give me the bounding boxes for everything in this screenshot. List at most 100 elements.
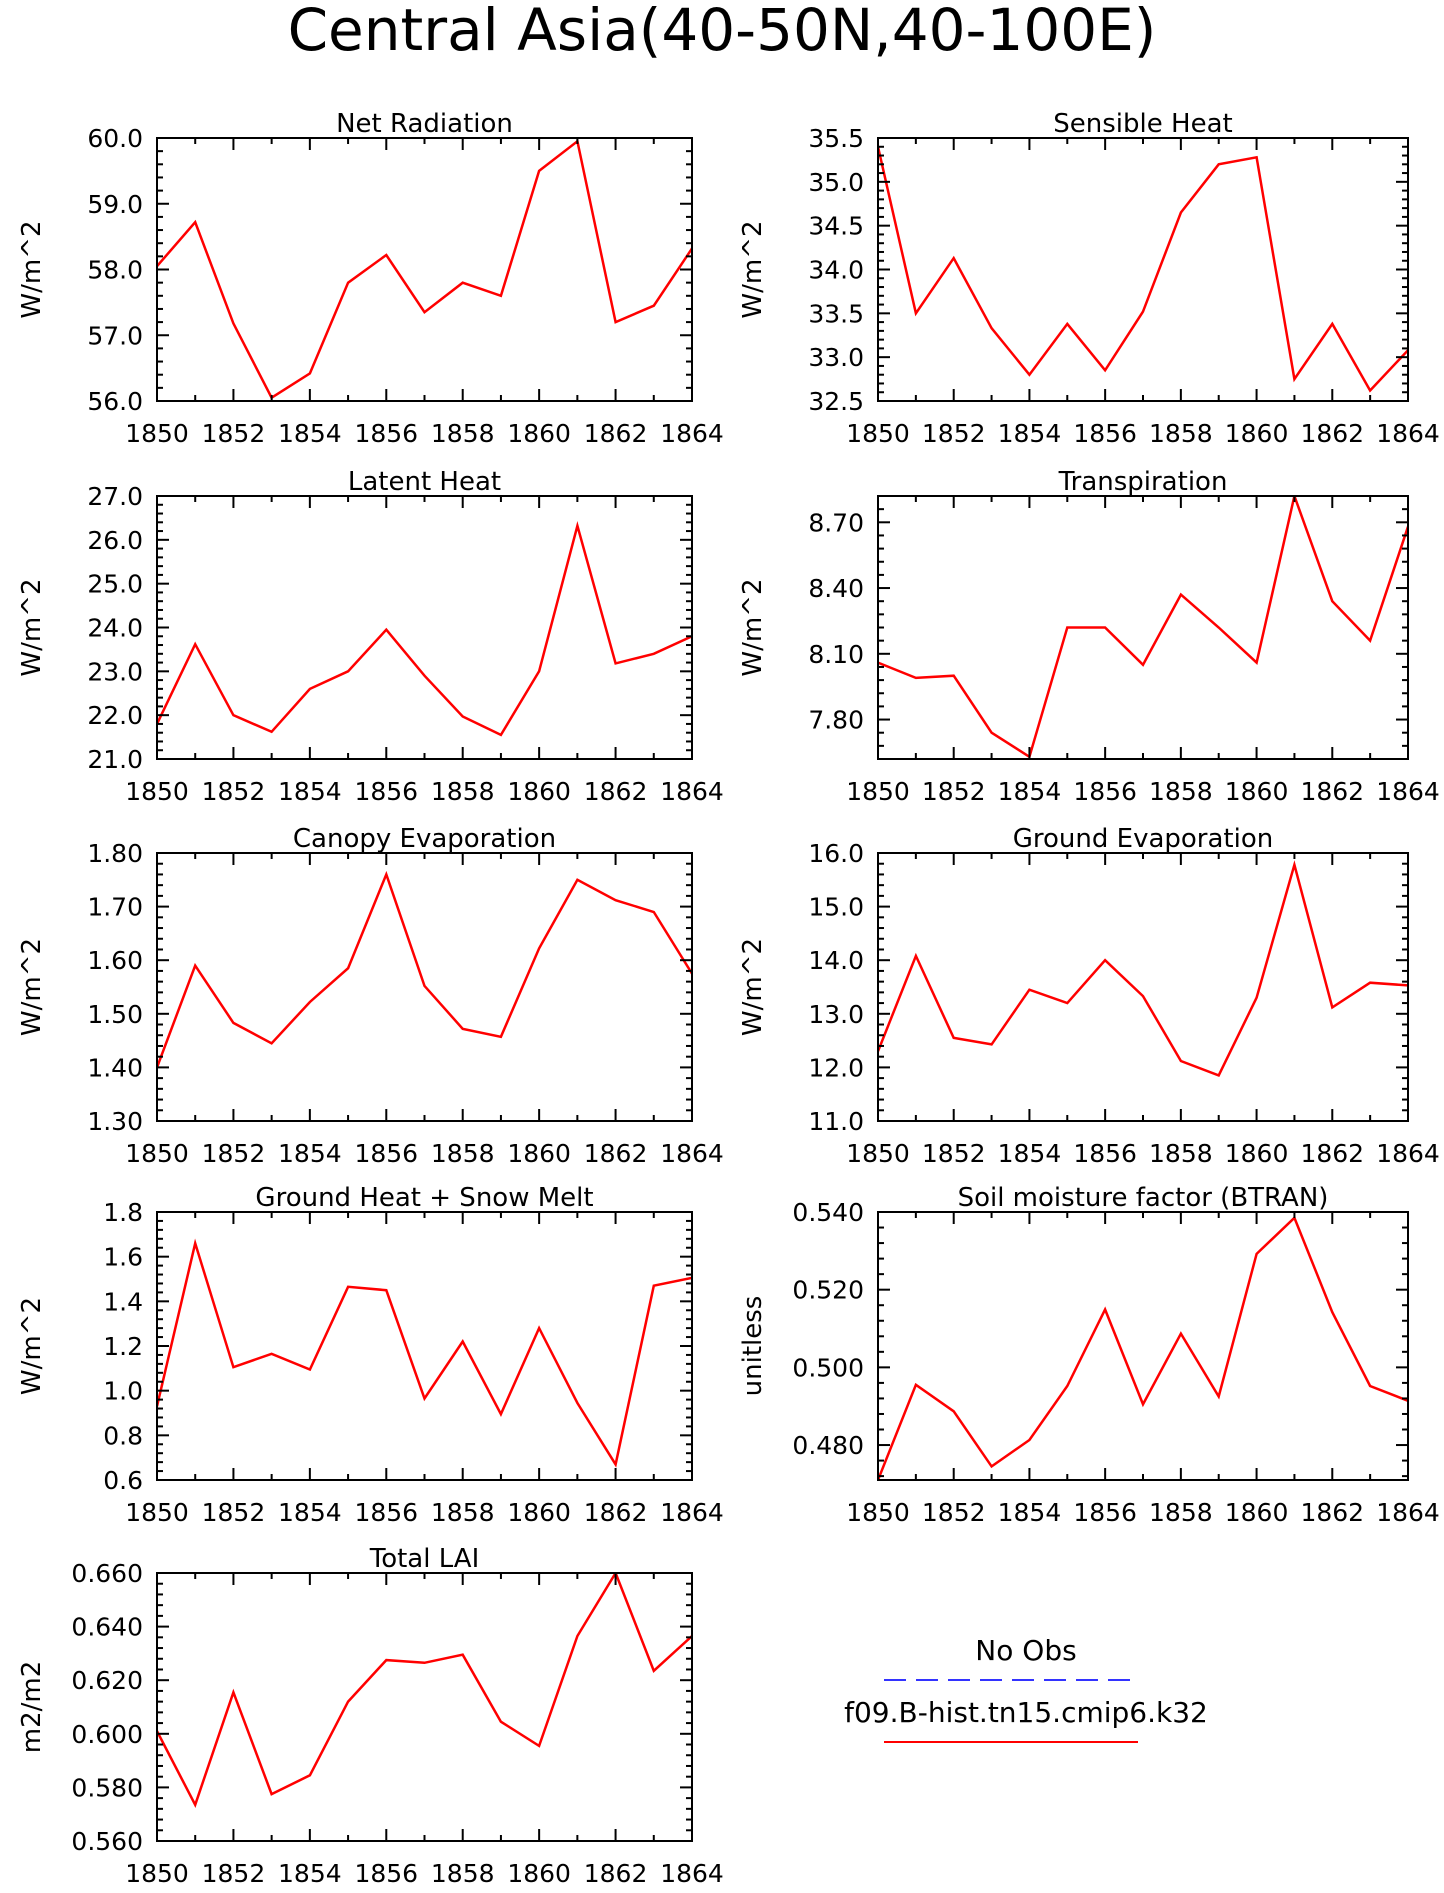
x-tick-label: 1864 (660, 777, 724, 806)
x-tick-label: 1856 (1073, 777, 1137, 806)
x-tick-label: 1856 (1073, 419, 1137, 448)
series-line (878, 1215, 1408, 1480)
y-tick-label: 21.0 (87, 745, 143, 774)
y-tick-label: 27.0 (87, 482, 143, 511)
x-tick-label: 1854 (998, 777, 1062, 806)
y-tick-label: 1.60 (87, 946, 143, 975)
x-tick-label: 1860 (507, 1859, 571, 1888)
x-tick-label: 1854 (998, 419, 1062, 448)
x-tick-label: 1852 (202, 777, 266, 806)
x-tick-label: 1862 (584, 1859, 648, 1888)
panels: 1850 1852 1854 1856 1858 1860 1862 1864 56.0 57.0… (17, 109, 1440, 1888)
plot-frame (877, 495, 1409, 760)
y-tick-label: 1.80 (87, 839, 143, 868)
y-tick-label: 23.0 (87, 657, 143, 686)
series-line (157, 521, 692, 737)
plot-frame (156, 137, 693, 402)
panel-title: Ground Heat + Snow Melt (255, 1183, 593, 1213)
x-tick-label: 1854 (278, 777, 342, 806)
x-tick-label: 1856 (354, 777, 418, 806)
plot-frame (877, 137, 1409, 402)
y-tick-label: 1.4 (103, 1287, 143, 1316)
x-tick-label: 1858 (1149, 419, 1213, 448)
y-tick-label: 34.5 (808, 212, 864, 241)
x-tick-label: 1862 (1300, 1498, 1364, 1527)
y-tick-label: 12.0 (808, 1053, 864, 1082)
x-tick-label: 1850 (846, 419, 910, 448)
x-tick-label: 1862 (584, 1139, 648, 1168)
y-tick-label: 8.10 (808, 640, 864, 669)
series-line (157, 870, 692, 1068)
x-tick-label: 1858 (431, 777, 495, 806)
x-tick-label: 1856 (354, 1139, 418, 1168)
y-tick-label: 0.480 (792, 1431, 864, 1460)
y-tick-label: 33.5 (808, 299, 864, 328)
x-tick-label: 1864 (1376, 1139, 1440, 1168)
panel-title: Canopy Evaporation (293, 824, 556, 854)
y-tick-label: 1.70 (87, 893, 143, 922)
y-tick-label: 0.660 (71, 1559, 143, 1588)
y-tick-label: 0.560 (71, 1827, 143, 1856)
y-tick-label: 22.0 (87, 701, 143, 730)
y-tick-label: 0.640 (71, 1613, 143, 1642)
x-tick-label: 1864 (660, 1859, 724, 1888)
y-tick-label: 1.0 (103, 1377, 143, 1406)
y-tick-label: 58.0 (87, 256, 143, 285)
panel-ground-heat-snow-melt: 1850 1852 1854 1856 1858 1860 1862 1864 0.6 0.8 1.… (17, 1183, 724, 1527)
series-line (878, 860, 1408, 1077)
x-tick-label: 1860 (1225, 419, 1289, 448)
legend-obs-label: No Obs (975, 1634, 1076, 1667)
y-tick-label: 35.0 (808, 168, 864, 197)
y-tick-label: 7.80 (808, 706, 864, 735)
panel-ground-evaporation: 1850 1852 1854 1856 1858 1860 1862 1864 11.0 12.0… (738, 824, 1440, 1168)
x-tick-label: 1858 (1149, 777, 1213, 806)
y-tick-label: 33.0 (808, 343, 864, 372)
x-tick-label: 1864 (1376, 419, 1440, 448)
y-tick-label: 0.500 (792, 1353, 864, 1382)
y-tick-label: 1.6 (103, 1243, 143, 1272)
x-tick-label: 1858 (431, 419, 495, 448)
y-tick-label: 59.0 (87, 190, 143, 219)
x-tick-label: 1850 (125, 1859, 189, 1888)
y-tick-label: 11.0 (808, 1107, 864, 1136)
y-tick-label: 1.30 (87, 1107, 143, 1136)
y-tick-label: 0.620 (71, 1666, 143, 1695)
y-tick-label: 1.50 (87, 1000, 143, 1029)
x-tick-label: 1860 (1225, 777, 1289, 806)
panel-net-radiation: 1850 1852 1854 1856 1858 1860 1862 1864 56.0 57.0… (17, 109, 724, 448)
y-tick-label: 35.5 (808, 124, 864, 153)
x-tick-label: 1850 (125, 419, 189, 448)
panel-title: Transpiration (1058, 467, 1228, 497)
x-tick-label: 1854 (278, 1139, 342, 1168)
x-tick-label: 1852 (202, 1498, 266, 1527)
plot-frame (156, 1211, 693, 1481)
x-tick-label: 1858 (1149, 1139, 1213, 1168)
x-tick-label: 1856 (1073, 1139, 1137, 1168)
x-tick-label: 1850 (846, 1139, 910, 1168)
y-axis-label: W/m^2 (738, 938, 768, 1036)
y-tick-label: 0.600 (71, 1720, 143, 1749)
y-tick-label: 0.6 (103, 1466, 143, 1495)
x-tick-label: 1858 (431, 1498, 495, 1527)
x-tick-label: 1852 (922, 777, 986, 806)
y-tick-label: 8.70 (808, 508, 864, 537)
plot-frame (877, 852, 1409, 1122)
y-axis-label: W/m^2 (17, 220, 47, 318)
x-tick-label: 1850 (846, 1498, 910, 1527)
y-axis-label: W/m^2 (17, 1297, 47, 1395)
panel-title: Total LAI (369, 1544, 480, 1574)
x-tick-label: 1860 (507, 1139, 571, 1168)
x-tick-label: 1862 (1300, 419, 1364, 448)
panel-title: Ground Evaporation (1013, 824, 1273, 854)
x-tick-label: 1854 (998, 1139, 1062, 1168)
y-axis-label: W/m^2 (738, 220, 768, 318)
y-axis-label: unitless (738, 1296, 768, 1397)
x-tick-label: 1852 (202, 1139, 266, 1168)
x-tick-label: 1862 (584, 1498, 648, 1527)
panel-transpiration: 1850 1852 1854 1856 1858 1860 1862 1864 7.80 8.10… (738, 467, 1440, 806)
panel-soil-moisture-factor-btran: 1850 1852 1854 1856 1858 1860 1862 1864 0.480 0.5… (738, 1183, 1440, 1527)
panel-latent-heat: 1850 1852 1854 1856 1858 1860 1862 1864 21.0 22.0… (17, 467, 724, 806)
legend-model-label: f09.B-hist.tn15.cmip6.k32 (844, 1696, 1208, 1729)
panel-title: Net Radiation (336, 109, 513, 139)
